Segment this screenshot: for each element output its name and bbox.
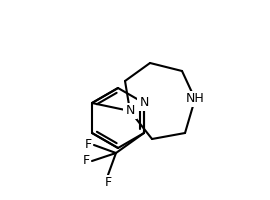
Text: NH: NH [186,92,204,106]
Text: F: F [104,176,112,190]
Text: F: F [82,154,90,168]
Text: N: N [125,104,135,117]
Text: F: F [85,138,92,152]
Text: N: N [139,97,149,110]
